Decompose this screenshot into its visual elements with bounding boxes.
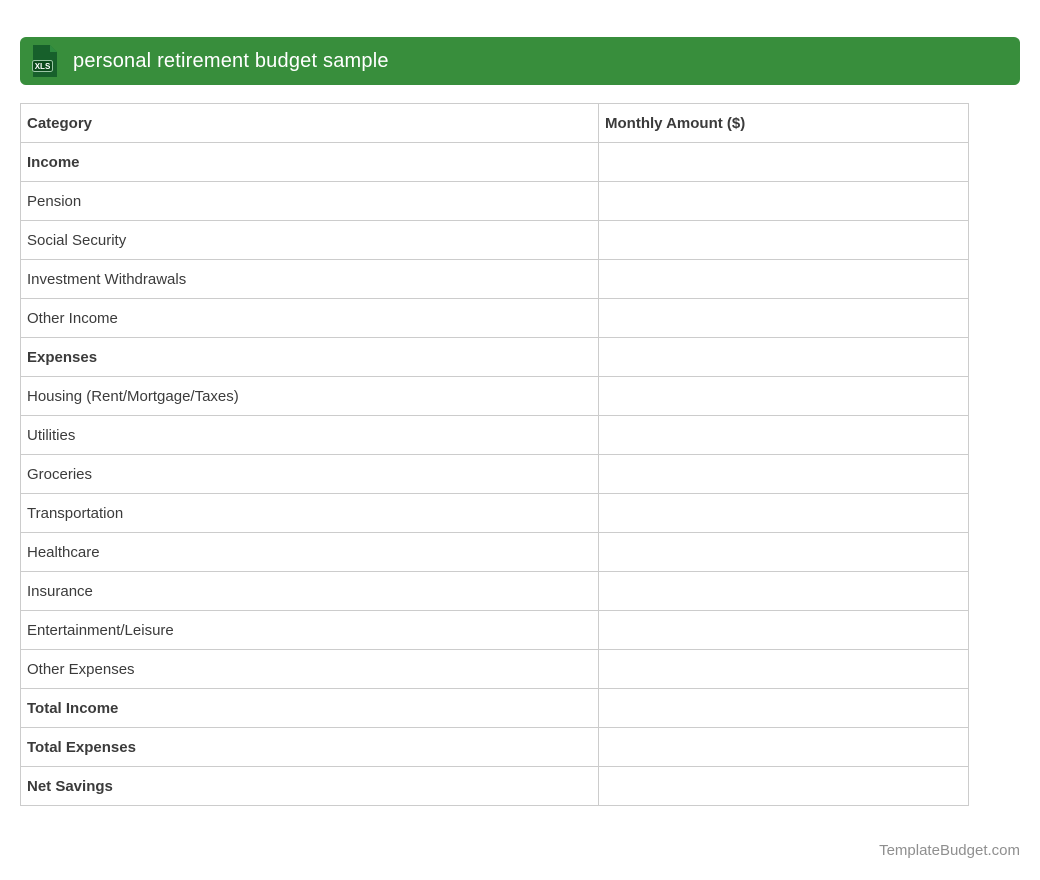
- xls-badge: [32, 60, 53, 72]
- column-header-amount: Monthly Amount ($): [598, 103, 969, 143]
- category-cell: Healthcare: [20, 532, 599, 572]
- amount-cell: [598, 415, 969, 455]
- table-row: Other Expenses: [20, 649, 969, 689]
- table-row: Expenses: [20, 337, 969, 377]
- file-fold-corner: [50, 45, 57, 52]
- amount-cell: [598, 259, 969, 299]
- category-cell: Housing (Rent/Mortgage/Taxes): [20, 376, 599, 416]
- category-cell: Other Income: [20, 298, 599, 338]
- amount-cell: [598, 688, 969, 728]
- amount-cell: [598, 376, 969, 416]
- table-row: Investment Withdrawals: [20, 259, 969, 299]
- amount-cell: [598, 298, 969, 338]
- amount-cell: [598, 649, 969, 689]
- table-row: Insurance: [20, 571, 969, 611]
- category-cell: Net Savings: [20, 766, 599, 806]
- category-cell: Entertainment/Leisure: [20, 610, 599, 650]
- table-row: Other Income: [20, 298, 969, 338]
- category-cell: Pension: [20, 181, 599, 221]
- amount-cell: [598, 571, 969, 611]
- amount-cell: [598, 610, 969, 650]
- table-row: Entertainment/Leisure: [20, 610, 969, 650]
- column-header-category: Category: [20, 103, 599, 143]
- xls-file-icon: XLS: [32, 44, 58, 78]
- table-row: Transportation: [20, 493, 969, 533]
- amount-cell: [598, 337, 969, 377]
- category-cell: Total Income: [20, 688, 599, 728]
- amount-cell: [598, 220, 969, 260]
- amount-cell: [598, 766, 969, 806]
- table-body: Income Pension Social Security Investment W…: [20, 142, 969, 806]
- budget-table: Category Monthly Amount ($) Income Pensio…: [20, 103, 969, 806]
- table-row: Utilities: [20, 415, 969, 455]
- table-row: Healthcare: [20, 532, 969, 572]
- category-cell: Transportation: [20, 493, 599, 533]
- category-cell: Other Expenses: [20, 649, 599, 689]
- category-cell: Income: [20, 142, 599, 182]
- table-row: Total Expenses: [20, 727, 969, 767]
- amount-cell: [598, 727, 969, 767]
- title-banner: XLS personal retirement budget sample: [20, 37, 1020, 85]
- amount-cell: [598, 493, 969, 533]
- category-cell: Investment Withdrawals: [20, 259, 599, 299]
- site-credit: TemplateBudget.com: [879, 842, 1020, 859]
- category-cell: Social Security: [20, 220, 599, 260]
- table-row: Total Income: [20, 688, 969, 728]
- amount-cell: [598, 181, 969, 221]
- amount-cell: [598, 142, 969, 182]
- table-header-row: Category Monthly Amount ($): [20, 103, 969, 143]
- category-cell: Utilities: [20, 415, 599, 455]
- table-row: Housing (Rent/Mortgage/Taxes): [20, 376, 969, 416]
- table-row: Social Security: [20, 220, 969, 260]
- category-cell: Total Expenses: [20, 727, 599, 767]
- amount-cell: [598, 532, 969, 572]
- table-row: Groceries: [20, 454, 969, 494]
- category-cell: Expenses: [20, 337, 599, 377]
- xls-icon-label: XLS: [35, 62, 51, 71]
- table-row: Net Savings: [20, 766, 969, 806]
- category-cell: Groceries: [20, 454, 599, 494]
- amount-cell: [598, 454, 969, 494]
- category-cell: Insurance: [20, 571, 599, 611]
- page-title: personal retirement budget sample: [73, 49, 389, 72]
- table-row: Pension: [20, 181, 969, 221]
- table-row: Income: [20, 142, 969, 182]
- footer: TemplateBudget.com: [20, 842, 1020, 859]
